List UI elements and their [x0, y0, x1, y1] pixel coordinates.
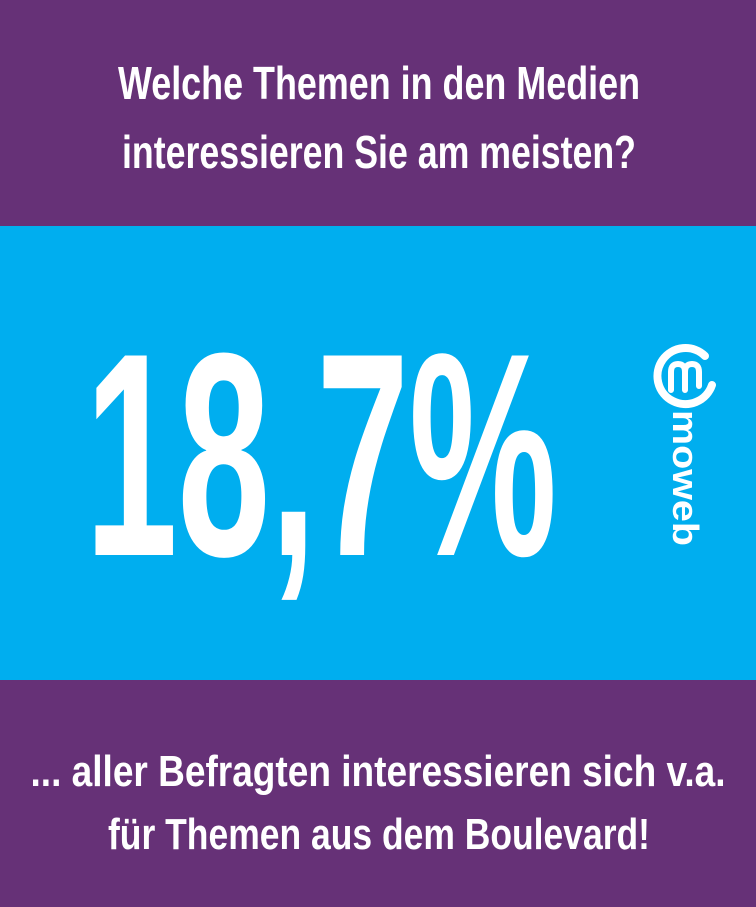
footer-line: ... aller Befragten interessieren sich v… — [31, 747, 726, 796]
footer-band — [0, 680, 756, 907]
logo-text: moweb — [665, 410, 706, 546]
logo-icon — [653, 344, 716, 409]
header-line: Welche Themen in den Medien — [118, 57, 640, 109]
stat-value: 18,7% — [85, 293, 557, 617]
header-line: interessieren Sie am meisten? — [122, 126, 636, 178]
header-band — [0, 0, 756, 226]
footer-line: für Themen aus dem Boulevard! — [108, 810, 650, 859]
stat-band — [0, 226, 756, 680]
